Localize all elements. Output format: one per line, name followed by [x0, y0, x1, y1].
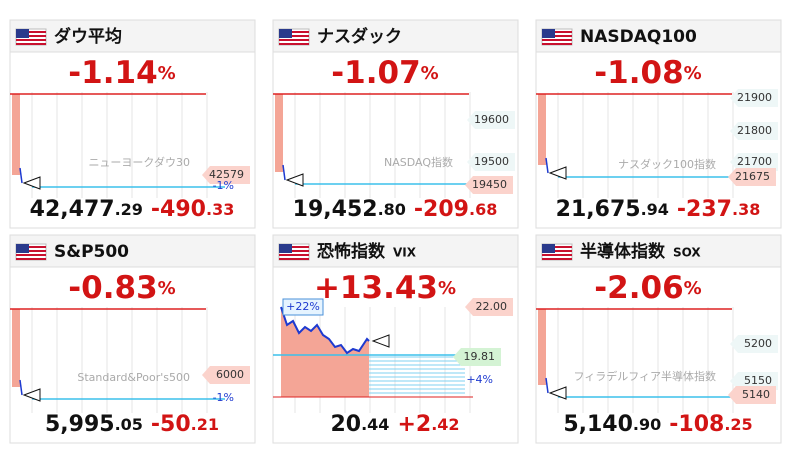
label-tag	[730, 335, 778, 353]
mini-chart	[10, 92, 225, 198]
chart-label: 21700	[737, 155, 772, 168]
label-tag	[202, 166, 250, 184]
index-panel: ダウ平均 -1.14% ニューヨークダウ30 42579-1% 42,477.29 -49…	[9, 19, 256, 229]
index-name: ナスダック	[317, 26, 402, 47]
chart-label: 19.81	[464, 350, 496, 363]
drop-bar	[538, 309, 546, 385]
panel-header	[535, 19, 782, 53]
chart-label: +22%	[286, 300, 320, 313]
watermark: フィラデルフィア半導体指数	[573, 369, 716, 383]
label-tag	[465, 298, 513, 316]
index-name: S&P500	[54, 242, 129, 262]
index-panel: S&P500 -0.83% Standard&Poor's500 6000 -1% 5,9…	[9, 234, 256, 444]
chart-label: 19600	[474, 113, 509, 126]
price-line	[282, 164, 286, 181]
watermark: Standard&Poor's500	[77, 371, 190, 384]
marker	[548, 386, 567, 400]
price-line	[280, 306, 370, 355]
label-tag	[467, 111, 515, 129]
label-tag	[728, 168, 776, 186]
change-percent: -1.07%	[331, 55, 438, 91]
index-panel: 恐怖指数 VIX +13.43%+22% 22.00 19.81 +4% 20.44 +2.4…	[272, 234, 519, 444]
mini-chart	[273, 92, 488, 198]
label-tag	[730, 122, 778, 140]
panel-header	[535, 234, 782, 268]
label-tag	[730, 153, 778, 171]
chart-label: 5200	[744, 337, 772, 350]
price-and-change: 42,477.29 -490.33	[30, 197, 235, 222]
index-panel: ナスダック -1.07% NASDAQ指数 19600 19500 19450 19,452…	[272, 19, 519, 229]
chart-label: 21800	[737, 124, 772, 137]
drop-bar	[12, 309, 20, 387]
chart-label: 22.00	[476, 300, 508, 313]
chart-label: 19450	[472, 178, 507, 191]
marker	[548, 166, 567, 180]
change-percent: -1.08%	[594, 55, 701, 91]
change-percent: -2.06%	[594, 270, 701, 306]
index-name: NASDAQ100	[580, 27, 697, 47]
panel-header	[272, 234, 519, 268]
label-tag	[467, 153, 515, 171]
chart-label: -1%	[213, 391, 234, 404]
panel-header	[272, 19, 519, 53]
drop-bar	[275, 94, 283, 172]
label-tag	[453, 348, 501, 366]
price-line	[545, 157, 549, 174]
marker	[22, 388, 41, 402]
change-percent: -0.83%	[68, 270, 175, 306]
index-code: VIX	[393, 246, 417, 260]
label-tag	[728, 386, 776, 404]
panel-header	[9, 19, 256, 53]
chart-label: 5140	[742, 388, 770, 401]
drop-bar	[12, 94, 20, 175]
chart-label: -1%	[213, 179, 234, 192]
price-and-change: 5,140.90 -108.25	[563, 412, 752, 437]
label-tag	[202, 366, 250, 384]
marker	[22, 176, 41, 190]
drop-bar	[538, 94, 546, 165]
price-line	[545, 377, 549, 394]
index-code: SOX	[673, 246, 701, 260]
label-tag	[465, 176, 513, 194]
price-and-change: 20.44 +2.42	[330, 412, 459, 437]
mini-chart	[536, 92, 751, 198]
price-line	[19, 167, 23, 184]
change-percent: +13.43%	[314, 270, 456, 306]
watermark: ナスダック100指数	[618, 157, 716, 171]
label-tag	[730, 372, 778, 390]
chart-label: 19500	[474, 155, 509, 168]
watermark: ニューヨークダウ30	[88, 155, 190, 169]
price-line	[19, 379, 23, 396]
watermark: NASDAQ指数	[384, 155, 453, 169]
index-name: ダウ平均	[54, 26, 122, 47]
index-name: 半導体指数	[580, 241, 666, 262]
label-box	[282, 298, 324, 316]
chart-label: 42579	[209, 168, 244, 181]
price-and-change: 21,675.94 -237.38	[556, 197, 761, 222]
chart-label: 21675	[735, 170, 770, 183]
chart-label: +4%	[466, 373, 493, 386]
chart-label: 6000	[216, 368, 244, 381]
mini-chart	[10, 307, 225, 413]
price-and-change: 19,452.80 -209.68	[293, 197, 498, 222]
index-panel: NASDAQ100 -1.08% ナスダック100指数 21900 21800 21700…	[535, 19, 782, 229]
change-percent: -1.14%	[68, 55, 175, 91]
marker	[285, 173, 304, 187]
index-name: 恐怖指数	[317, 241, 386, 262]
marker	[371, 334, 390, 348]
price-and-change: 5,995.05 -50.21	[45, 412, 219, 437]
mini-chart	[273, 306, 473, 413]
panel-header	[9, 234, 256, 268]
mini-chart	[536, 307, 751, 413]
chart-label: 21900	[737, 91, 772, 104]
chart-label: 5150	[744, 374, 772, 387]
label-tag	[730, 89, 778, 107]
